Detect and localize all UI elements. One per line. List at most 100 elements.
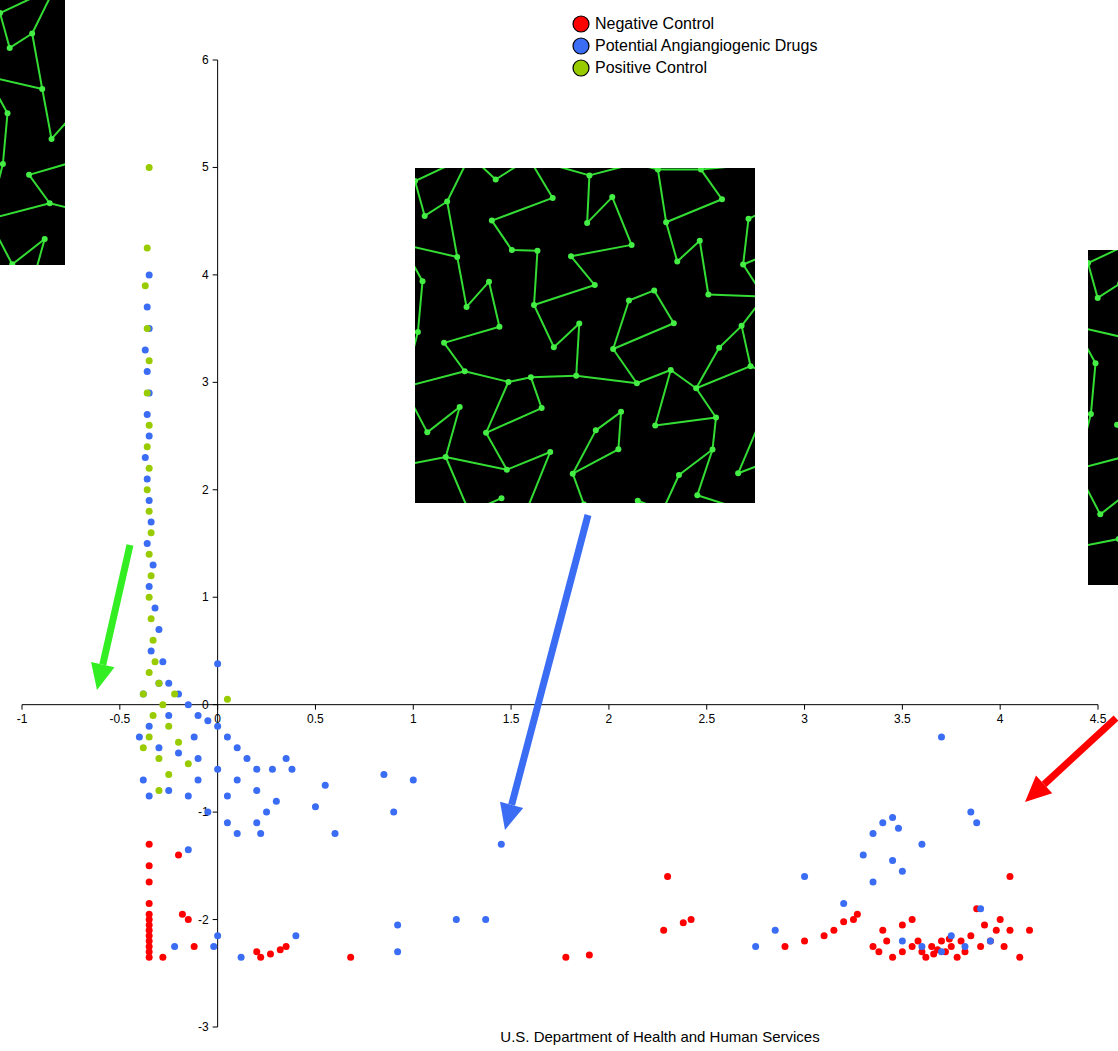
point [142, 282, 149, 289]
inset-strand [427, 407, 459, 432]
point [562, 954, 569, 961]
point [224, 819, 231, 826]
point [664, 873, 671, 880]
inset-strand [587, 175, 589, 222]
inset-strand [447, 168, 470, 202]
point [967, 809, 974, 816]
point [961, 943, 968, 950]
y-tick [213, 597, 218, 598]
legend-label: Negative Control [595, 15, 714, 32]
inset-strand [671, 370, 696, 388]
inset-strand [467, 282, 489, 307]
annotation-background [498, 1027, 821, 1046]
inset-strand [1088, 326, 1096, 363]
inset-strand [742, 297, 755, 326]
point [146, 271, 153, 278]
point [159, 701, 166, 708]
inset-strand [700, 241, 709, 295]
inset-node [534, 248, 540, 254]
inset-strand [508, 377, 530, 382]
point [938, 733, 945, 740]
inset-node [505, 379, 511, 385]
point [781, 943, 788, 950]
point [146, 508, 153, 515]
x-tick [119, 705, 120, 710]
inset-strand [742, 326, 751, 366]
inset-strand [1088, 326, 1118, 339]
point [144, 476, 151, 483]
inset-node [740, 262, 746, 268]
inset-node [550, 195, 556, 201]
inset-node [441, 340, 447, 346]
point [165, 723, 172, 730]
point [144, 325, 151, 332]
inset-node [464, 304, 470, 310]
point [253, 787, 260, 794]
inset-strand [492, 198, 553, 221]
inset-strand [613, 349, 637, 383]
point [152, 604, 159, 611]
inset-strand [618, 412, 621, 449]
inset-node [626, 297, 632, 303]
inset-strand [415, 387, 427, 432]
y-tick [213, 274, 218, 275]
inset-node [498, 495, 504, 501]
inset-strand [534, 285, 595, 305]
point [879, 819, 886, 826]
point [155, 680, 162, 687]
inset-node [584, 220, 590, 226]
inset-node [504, 467, 510, 473]
point [140, 690, 147, 697]
point [210, 943, 217, 950]
inset-node [618, 409, 624, 415]
point [144, 411, 151, 418]
point [155, 787, 162, 794]
point [191, 943, 198, 950]
point [928, 943, 935, 950]
inset-strand [554, 324, 579, 348]
point [146, 862, 153, 869]
inset-node [422, 213, 428, 219]
inset-strand [32, 34, 42, 89]
y-tick-label: 6 [202, 53, 209, 67]
inset-strand [55, 0, 65, 12]
x-tick [1098, 705, 1099, 710]
inset-strand [492, 221, 512, 251]
inset-node [735, 470, 741, 476]
point [273, 798, 280, 805]
arrow-head [91, 662, 114, 690]
point [144, 486, 151, 493]
point [150, 561, 157, 568]
point [948, 943, 955, 950]
point [195, 712, 202, 719]
point [482, 916, 489, 923]
inset-strand [534, 251, 537, 305]
inset-node [462, 368, 468, 374]
inset-strand [512, 249, 538, 252]
inset-strand [613, 323, 674, 349]
inset-node [705, 291, 711, 297]
inset-node [539, 405, 545, 411]
x-tick-label: 0.5 [307, 712, 324, 726]
point [146, 723, 153, 730]
point [195, 755, 202, 762]
inset-strand [10, 34, 32, 48]
point [214, 766, 221, 773]
inset-node [454, 254, 460, 260]
inset-strand [0, 219, 12, 264]
inset-strand [32, 0, 55, 34]
point [840, 900, 847, 907]
inset-node [593, 427, 599, 433]
inset-strand [3, 113, 8, 164]
x-tick [511, 705, 512, 710]
y-tick [213, 812, 218, 813]
point [146, 733, 153, 740]
arrow-head [1025, 776, 1052, 802]
point [253, 766, 260, 773]
inset-node [746, 216, 752, 222]
point [909, 916, 916, 923]
point [155, 755, 162, 762]
series [136, 271, 994, 960]
inset-strand [576, 376, 637, 384]
point [224, 733, 231, 740]
